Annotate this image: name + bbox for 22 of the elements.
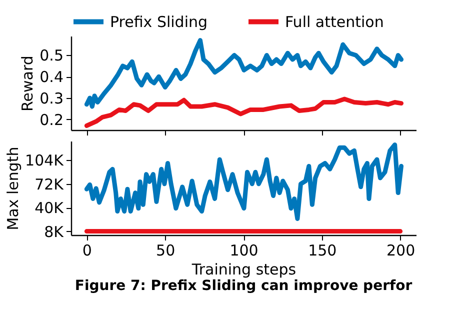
y-tick-label: 0.5 bbox=[40, 46, 64, 65]
y-tick-label: 104K bbox=[25, 152, 65, 170]
line-series bbox=[84, 96, 404, 128]
y-tick-label: 0.3 bbox=[40, 89, 64, 108]
legend-label: Prefix Sliding bbox=[110, 12, 208, 31]
x-tick-label: 50 bbox=[156, 242, 176, 260]
y-axis-title: Reward bbox=[18, 56, 37, 112]
y-tick-label: 0.2 bbox=[40, 110, 64, 129]
y-tick-label: 40K bbox=[34, 199, 65, 218]
x-tick-label: 100 bbox=[230, 242, 258, 260]
y-axis-title: Max length bbox=[4, 146, 22, 230]
caption: Figure 7: Prefix Sliding can improve perfor bbox=[74, 278, 412, 294]
line-series bbox=[84, 38, 404, 109]
x-axis-title: Training steps bbox=[190, 260, 296, 278]
y-tick-label: 0.4 bbox=[40, 68, 64, 86]
y-tick-label: 8K bbox=[44, 222, 65, 241]
x-tick-label: 0 bbox=[82, 242, 92, 260]
legend-label: Full attention bbox=[285, 12, 384, 31]
x-tick-label: 200 bbox=[386, 242, 416, 260]
x-tick-label: 150 bbox=[308, 242, 337, 260]
y-tick-label: 72K bbox=[34, 175, 65, 194]
line-series bbox=[84, 142, 404, 221]
